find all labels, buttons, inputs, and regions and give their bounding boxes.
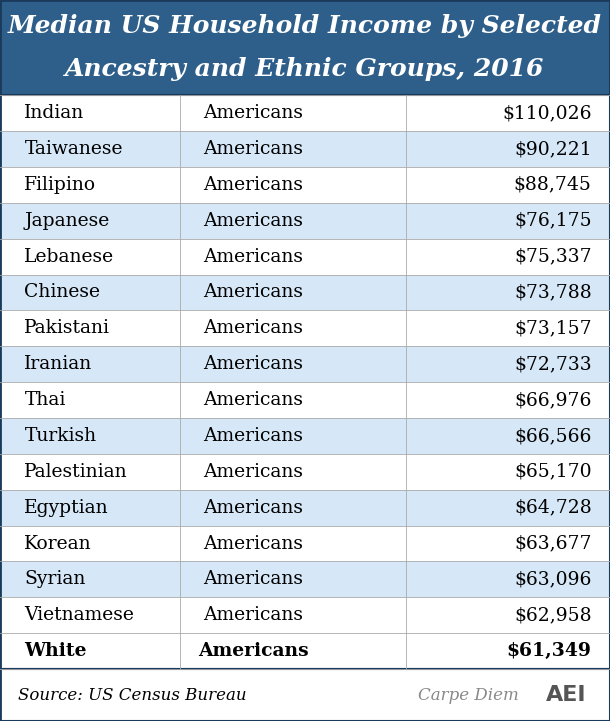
Text: $61,349: $61,349 — [507, 642, 592, 660]
Text: Americans: Americans — [198, 642, 309, 660]
Text: $73,157: $73,157 — [514, 319, 592, 337]
Text: Syrian: Syrian — [24, 570, 86, 588]
Text: Americans: Americans — [203, 247, 303, 265]
Text: Americans: Americans — [203, 176, 303, 194]
Bar — [0, 203, 610, 239]
Text: Americans: Americans — [203, 534, 303, 552]
Text: Americans: Americans — [203, 212, 303, 230]
Text: Egyptian: Egyptian — [24, 499, 109, 517]
Bar — [0, 669, 610, 721]
Text: Americans: Americans — [203, 140, 303, 158]
Text: AEI: AEI — [546, 685, 586, 705]
Text: Thai: Thai — [24, 391, 66, 409]
Text: $66,566: $66,566 — [514, 427, 592, 445]
Text: Lebanese: Lebanese — [24, 247, 115, 265]
Text: Americans: Americans — [203, 606, 303, 624]
Text: $63,677: $63,677 — [514, 534, 592, 552]
Text: Filipino: Filipino — [24, 176, 96, 194]
Bar — [0, 490, 610, 526]
Bar — [0, 346, 610, 382]
Text: Americans: Americans — [203, 283, 303, 301]
Text: Americans: Americans — [203, 319, 303, 337]
Bar — [0, 275, 610, 310]
Bar — [0, 526, 610, 562]
Text: $75,337: $75,337 — [514, 247, 592, 265]
Text: $88,745: $88,745 — [514, 176, 592, 194]
Text: Japanese: Japanese — [24, 212, 110, 230]
Text: Iranian: Iranian — [24, 355, 93, 373]
Text: Korean: Korean — [24, 534, 92, 552]
Text: $66,976: $66,976 — [514, 391, 592, 409]
Bar — [0, 311, 610, 346]
Bar — [0, 95, 610, 131]
Text: Indian: Indian — [24, 104, 85, 122]
Bar — [0, 382, 610, 418]
Text: Turkish: Turkish — [24, 427, 96, 445]
Text: Americans: Americans — [203, 570, 303, 588]
Text: Chinese: Chinese — [24, 283, 101, 301]
Text: Source: US Census Bureau: Source: US Census Bureau — [18, 686, 247, 704]
Text: $73,788: $73,788 — [514, 283, 592, 301]
Bar — [0, 454, 610, 490]
Text: Palestinian: Palestinian — [24, 463, 128, 481]
Text: $72,733: $72,733 — [514, 355, 592, 373]
Text: Taiwanese: Taiwanese — [24, 140, 123, 158]
Text: White: White — [24, 642, 87, 660]
Text: Americans: Americans — [203, 427, 303, 445]
Bar — [0, 0, 610, 95]
Text: Vietnamese: Vietnamese — [24, 606, 134, 624]
Text: Americans: Americans — [203, 463, 303, 481]
Text: Carpe Diem: Carpe Diem — [418, 686, 518, 704]
Bar — [0, 562, 610, 597]
Text: Ancestry and Ethnic Groups, 2016: Ancestry and Ethnic Groups, 2016 — [65, 57, 545, 81]
Text: $65,170: $65,170 — [514, 463, 592, 481]
Bar — [0, 167, 610, 203]
Text: Median US Household Income by Selected: Median US Household Income by Selected — [8, 14, 602, 38]
Text: Americans: Americans — [203, 499, 303, 517]
Bar — [0, 239, 610, 275]
Bar — [0, 597, 610, 633]
Text: $63,096: $63,096 — [514, 570, 592, 588]
Bar — [0, 95, 610, 669]
Text: $90,221: $90,221 — [514, 140, 592, 158]
Text: $110,026: $110,026 — [502, 104, 592, 122]
Text: $62,958: $62,958 — [514, 606, 592, 624]
Text: Americans: Americans — [203, 391, 303, 409]
Bar — [0, 633, 610, 669]
Text: Pakistani: Pakistani — [24, 319, 110, 337]
Bar — [0, 418, 610, 454]
Text: Americans: Americans — [203, 355, 303, 373]
Bar — [0, 131, 610, 167]
Text: $76,175: $76,175 — [514, 212, 592, 230]
Text: Americans: Americans — [203, 104, 303, 122]
Text: $64,728: $64,728 — [514, 499, 592, 517]
